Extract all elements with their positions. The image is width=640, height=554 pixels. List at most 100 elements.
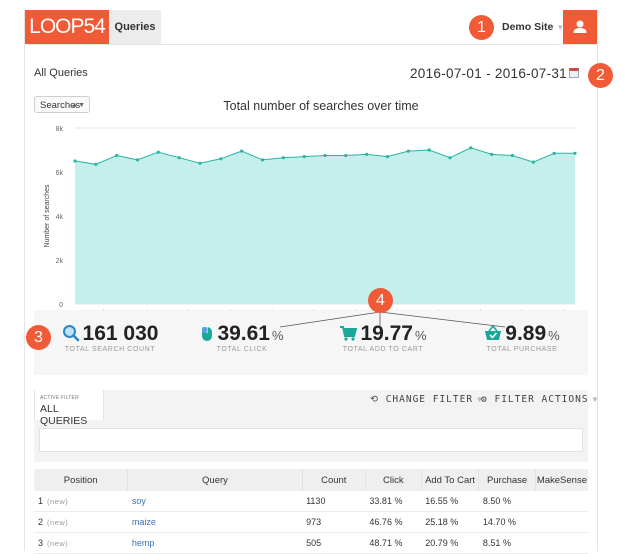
mouse-icon — [202, 327, 213, 341]
kpi-label: TOTAL CLICK — [216, 346, 268, 353]
query-link[interactable]: maize — [131, 517, 156, 527]
row-count: 973 — [302, 511, 366, 533]
data-point — [260, 158, 265, 162]
top-bar: LOOP54 Queries Demo Site ▼ — [25, 10, 597, 45]
data-point — [510, 153, 515, 158]
magnifier-icon — [62, 325, 79, 342]
row-click: 33.81 % — [365, 491, 422, 512]
loop54-logo[interactable]: LOOP54 — [25, 10, 109, 44]
queries-table: Position Query Count Click Add To Cart P… — [34, 469, 588, 554]
column-header-query[interactable]: Query — [127, 469, 303, 491]
data-point — [94, 162, 98, 166]
metric-select[interactable]: Searches ▲▼ — [34, 96, 90, 113]
row-add-to-cart: 25.18 % — [421, 511, 479, 533]
chevron-down-icon: ▼ — [556, 23, 565, 32]
refresh-icon: ⟲ — [370, 394, 379, 405]
y-tick-label: 6k — [56, 170, 64, 177]
data-point — [490, 152, 494, 156]
data-point — [406, 149, 410, 153]
data-point — [323, 153, 327, 158]
tab-queries[interactable]: Queries — [109, 10, 161, 44]
gear-icon: ⚙ — [481, 394, 488, 405]
y-tick-label: 0 — [59, 302, 63, 309]
kpi-value: 39.61 — [217, 322, 270, 345]
row-count: 1130 — [302, 491, 366, 512]
data-point — [73, 159, 77, 163]
data-point — [156, 150, 160, 154]
kpi-unit: % — [272, 328, 284, 343]
table-row[interactable]: 2 (new) maize 973 46.76 % 25.18 % 14.70 % — [34, 511, 588, 533]
select-arrows-icon: ▲▼ — [71, 102, 85, 109]
data-point — [302, 155, 306, 159]
data-point — [469, 146, 473, 150]
calendar-icon[interactable] — [569, 68, 579, 78]
kpi-add-to-cart: 19.77% TOTAL ADD TO CART — [335, 322, 431, 353]
metric-select-value: Searches — [40, 100, 81, 111]
site-selector[interactable]: Demo Site ▼ — [502, 10, 564, 44]
row-purchase: 8.50 % — [478, 491, 536, 512]
site-selector-label: Demo Site — [502, 21, 554, 33]
kpi-unit: % — [548, 328, 560, 343]
kpi-unit: % — [415, 328, 427, 343]
column-header-add-to-cart[interactable]: Add To Cart — [421, 469, 480, 491]
y-tick-label: 4k — [56, 214, 64, 221]
query-link[interactable]: hemp — [131, 538, 155, 548]
row-position: 3 — [38, 538, 44, 548]
data-point — [115, 153, 119, 158]
kpi-label: TOTAL SEARCH COUNT — [64, 346, 156, 353]
callout-badge-4: 4 — [368, 288, 393, 313]
kpi-value: 161 030 — [82, 322, 159, 345]
table-header-row: Position Query Count Click Add To Cart P… — [34, 469, 588, 491]
data-point — [448, 156, 452, 160]
row-makesense — [535, 511, 588, 533]
change-filter-button[interactable]: ⟲ CHANGE FILTER ▼ — [370, 394, 483, 405]
row-position: 2 — [38, 517, 44, 527]
filter-actions-button[interactable]: ⚙ FILTER ACTIONS ▼ — [481, 394, 598, 405]
column-header-purchase[interactable]: Purchase — [478, 469, 536, 491]
area-fill — [75, 147, 575, 304]
row-add-to-cart: 16.55 % — [421, 491, 479, 512]
callout-badge-2: 2 — [588, 63, 613, 88]
column-header-position[interactable]: Position — [34, 469, 129, 491]
kpi-value: 19.77 — [360, 322, 413, 345]
date-range[interactable]: 2016-07-01 - 2016-07-31 — [409, 66, 567, 81]
page-title: All Queries — [34, 67, 88, 79]
active-filter-tab[interactable]: ACTIVE FILTER ALL QUERIES — [34, 390, 104, 427]
table-row[interactable]: 1 (new) soy 1130 33.81 % 16.55 % 8.50 % — [34, 491, 588, 512]
user-icon — [573, 20, 587, 33]
row-position: 1 — [38, 496, 44, 506]
filter-actions-label: FILTER ACTIONS — [494, 394, 589, 405]
kpi-value: 9.89 — [505, 322, 547, 345]
row-purchase: 14.70 % — [478, 511, 536, 533]
data-point — [427, 148, 431, 152]
data-point — [135, 158, 140, 162]
column-header-count[interactable]: Count — [302, 469, 366, 491]
query-link[interactable]: soy — [131, 496, 146, 506]
column-header-click[interactable]: Click — [365, 469, 422, 491]
change-filter-label: CHANGE FILTER — [385, 394, 474, 405]
data-point — [552, 151, 556, 155]
data-point — [573, 151, 577, 155]
row-makesense — [535, 491, 588, 512]
user-menu-button[interactable] — [563, 10, 597, 44]
basket-icon — [485, 324, 502, 340]
chevron-down-icon: ▼ — [477, 395, 483, 404]
callout-badge-1: 1 — [469, 15, 494, 40]
kpi-search-count: 161 030 TOTAL SEARCH COUNT — [60, 322, 160, 353]
table-row[interactable]: 3 (new) hemp 505 48.71 % 20.79 % 8.51 % — [34, 532, 588, 554]
app-frame: LOOP54 Queries Demo Site ▼ All Queries 20… — [24, 10, 598, 554]
row-new-tag: (new) — [47, 497, 69, 506]
callout-badge-3: 3 — [26, 325, 51, 350]
row-new-tag: (new) — [47, 539, 69, 548]
y-axis-label: Number of searches — [44, 184, 51, 248]
active-filter-caption: ACTIVE FILTER — [40, 395, 79, 401]
column-header-makesense[interactable]: MakeSense — [535, 469, 588, 491]
kpi-total-click: 39.61% TOTAL CLICK — [199, 322, 285, 353]
data-point — [219, 157, 223, 161]
filter-input[interactable] — [39, 428, 583, 452]
active-filter-value: ALL QUERIES — [40, 403, 88, 427]
data-point — [198, 161, 202, 165]
data-point — [531, 160, 535, 164]
row-new-tag: (new) — [47, 518, 69, 527]
